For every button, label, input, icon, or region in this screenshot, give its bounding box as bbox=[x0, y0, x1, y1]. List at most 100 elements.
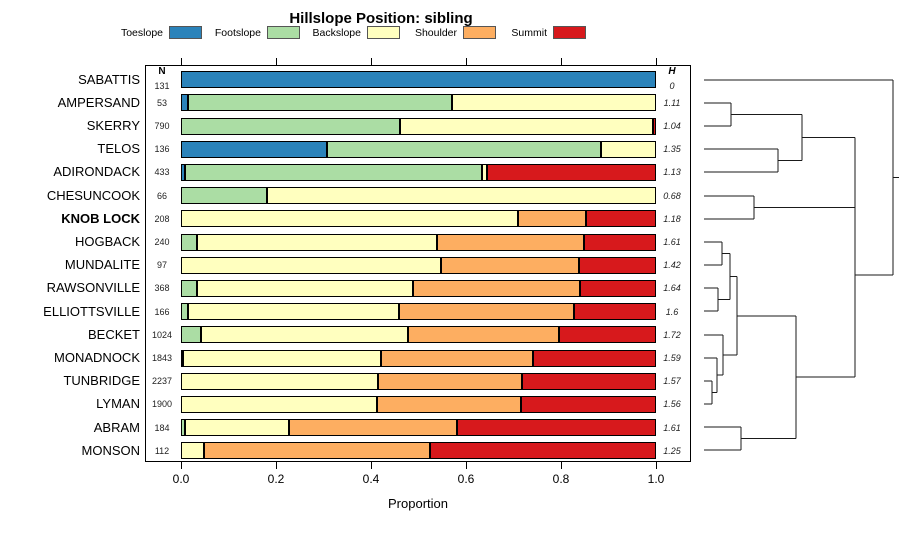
bar-segment-footslope bbox=[181, 233, 197, 251]
h-value: 1.57 bbox=[663, 376, 681, 387]
bar-segment-backslope bbox=[196, 233, 437, 251]
legend-swatch-footslope bbox=[267, 26, 300, 39]
site-label: ELLIOTTSVILLE bbox=[43, 303, 140, 319]
bar-segment-summit bbox=[558, 326, 656, 344]
stacked-bar bbox=[181, 256, 656, 274]
axis-tick-label: 0.2 bbox=[267, 472, 285, 486]
h-value: 1.25 bbox=[663, 445, 681, 456]
axis-tick-label: 0.8 bbox=[552, 472, 570, 486]
axis-tick-bottom bbox=[656, 462, 657, 469]
bar-segment-shoulder bbox=[378, 372, 523, 390]
bar-segment-backslope bbox=[181, 395, 378, 413]
bar-segment-footslope bbox=[181, 326, 201, 344]
bar-segment-footslope bbox=[184, 163, 482, 181]
n-value: 240 bbox=[154, 237, 170, 247]
bar-segment-footslope bbox=[181, 279, 197, 297]
axis-tick-bottom bbox=[561, 462, 562, 469]
legend-label: Footslope bbox=[214, 27, 261, 39]
h-value: 1.56 bbox=[663, 399, 681, 410]
axis-tick-top bbox=[466, 58, 467, 65]
bar-segment-footslope bbox=[181, 349, 184, 367]
stacked-bar bbox=[181, 94, 656, 112]
h-value: 1.04 bbox=[663, 121, 681, 131]
x-axis-title: Proportion bbox=[388, 496, 448, 511]
n-value: 97 bbox=[156, 260, 167, 271]
site-label: AMPERSAND bbox=[57, 94, 140, 110]
stacked-bar bbox=[181, 395, 656, 413]
stacked-bar bbox=[181, 442, 656, 460]
legend-label: Toeslope bbox=[120, 27, 163, 39]
site-label: RAWSONVILLE bbox=[46, 280, 140, 296]
bar-segment-backslope bbox=[181, 256, 441, 274]
bar-segment-summit bbox=[584, 233, 656, 251]
axis-tick-top bbox=[181, 58, 182, 65]
stacked-bar bbox=[181, 419, 656, 437]
bar-segment-footslope bbox=[181, 419, 185, 437]
bar-segment-backslope bbox=[183, 349, 382, 367]
bar-segment-summit bbox=[521, 395, 656, 413]
stacked-bar bbox=[181, 140, 656, 158]
bar-segment-backslope bbox=[266, 187, 656, 205]
site-label: ABRAM bbox=[93, 419, 140, 435]
h-value: 1.59 bbox=[663, 353, 681, 363]
axis-tick-top bbox=[371, 58, 372, 65]
bar-segment-footslope bbox=[181, 187, 267, 205]
h-value: 1.64 bbox=[663, 283, 681, 294]
bar-segment-backslope bbox=[184, 419, 289, 437]
stacked-bar bbox=[181, 71, 656, 89]
bar-segment-backslope bbox=[181, 210, 519, 228]
h-value: 1.35 bbox=[663, 144, 681, 155]
bar-segment-backslope bbox=[399, 117, 654, 135]
bar-segment-toeslope bbox=[181, 94, 189, 112]
n-value: 166 bbox=[154, 306, 170, 317]
h-value: 1.42 bbox=[663, 260, 681, 271]
site-label: TELOS bbox=[97, 141, 140, 157]
bar-segment-shoulder bbox=[377, 395, 522, 413]
site-label: SABATTIS bbox=[78, 71, 140, 87]
n-value: 53 bbox=[156, 97, 167, 108]
legend-label: Backslope bbox=[312, 27, 361, 39]
bar-segment-footslope bbox=[181, 117, 400, 135]
bar-segment-summit bbox=[487, 163, 656, 181]
bar-segment-footslope bbox=[181, 303, 188, 321]
stacked-bar bbox=[181, 233, 656, 251]
bar-segment-toeslope bbox=[181, 140, 327, 158]
site-label: MUNDALITE bbox=[64, 257, 140, 273]
legend-swatch-backslope bbox=[367, 26, 400, 39]
h-value: 1.13 bbox=[663, 167, 681, 178]
bar-segment-summit bbox=[574, 303, 656, 321]
site-label: SKERRY bbox=[86, 118, 140, 133]
n-value: 208 bbox=[154, 213, 170, 224]
bar-segment-shoulder bbox=[288, 419, 458, 437]
bar-segment-backslope bbox=[187, 303, 400, 321]
stacked-bar bbox=[181, 210, 656, 228]
stacked-bar bbox=[181, 279, 656, 297]
stacked-bar bbox=[181, 326, 656, 344]
h-value: 1.18 bbox=[663, 213, 681, 224]
bar-segment-shoulder bbox=[399, 303, 575, 321]
bar-segment-backslope bbox=[181, 442, 205, 460]
axis-tick-bottom bbox=[371, 462, 372, 469]
h-value: 1.6 bbox=[665, 306, 679, 317]
bar-segment-summit bbox=[578, 256, 656, 274]
n-column-header: N bbox=[158, 66, 166, 77]
bar-segment-backslope bbox=[451, 94, 656, 112]
bar-segment-shoulder bbox=[518, 210, 587, 228]
stacked-bar bbox=[181, 303, 656, 321]
bar-segment-backslope bbox=[196, 279, 414, 297]
n-value: 131 bbox=[154, 80, 170, 91]
n-value: 136 bbox=[154, 144, 170, 155]
axis-tick-bottom bbox=[276, 462, 277, 469]
h-value: 1.11 bbox=[663, 97, 681, 108]
bar-segment-footslope bbox=[188, 94, 452, 112]
bar-segment-summit bbox=[429, 442, 656, 460]
stacked-bar bbox=[181, 349, 656, 367]
n-value: 2237 bbox=[151, 376, 173, 387]
bar-segment-summit bbox=[457, 419, 656, 437]
site-label: BECKET bbox=[87, 326, 140, 342]
site-label: ADIRONDACK bbox=[53, 164, 140, 180]
bar-segment-backslope bbox=[481, 163, 488, 181]
n-value: 1843 bbox=[151, 353, 173, 363]
site-label: CHESUNCOOK bbox=[46, 187, 140, 203]
